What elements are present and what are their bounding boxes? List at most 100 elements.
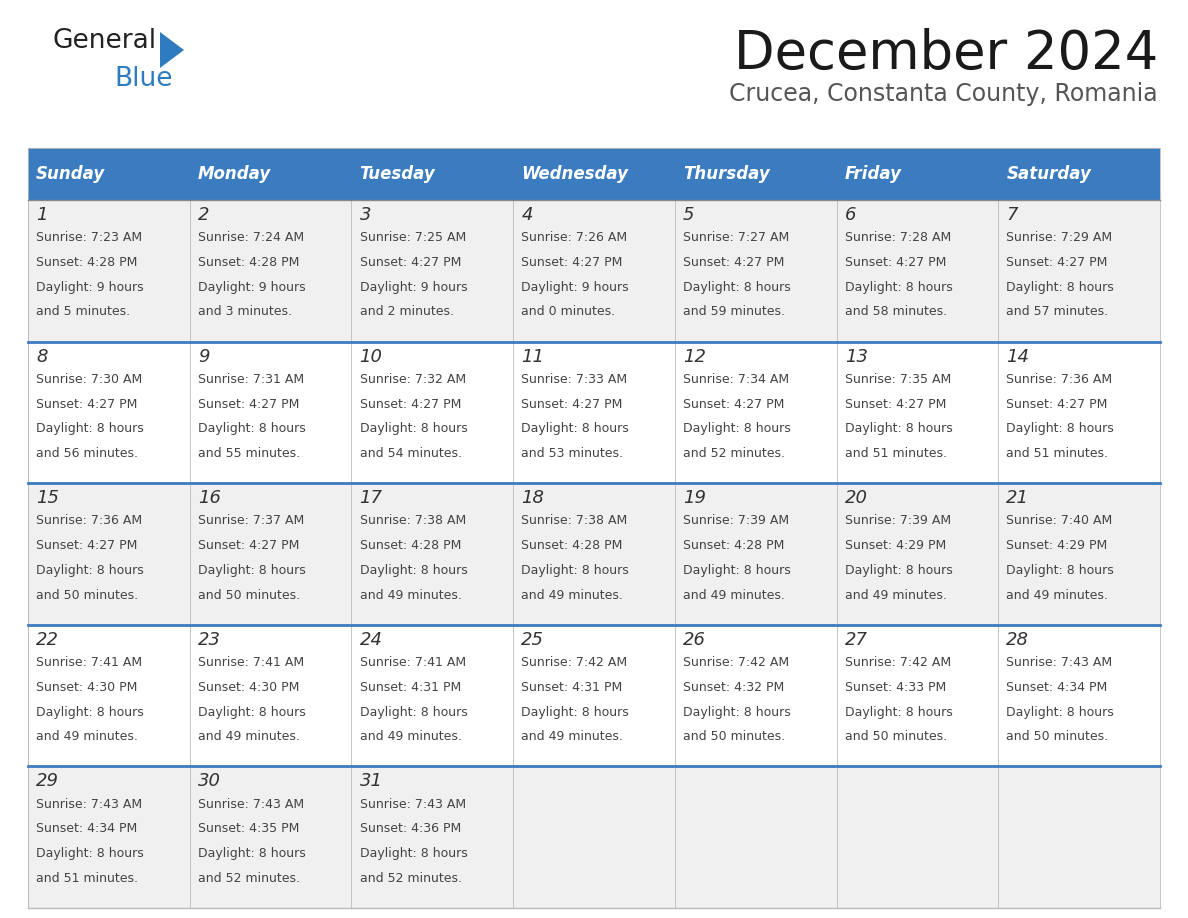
Text: and 51 minutes.: and 51 minutes.: [845, 447, 947, 460]
Text: 9: 9: [197, 348, 209, 365]
Bar: [998, 148, 1159, 200]
Bar: [513, 483, 675, 625]
Bar: [675, 200, 836, 341]
Bar: [513, 200, 675, 341]
Bar: [352, 767, 513, 908]
Bar: [998, 767, 1159, 908]
Bar: [836, 625, 998, 767]
Text: Sunrise: 7:34 AM: Sunrise: 7:34 AM: [683, 373, 789, 386]
Text: and 59 minutes.: and 59 minutes.: [683, 306, 785, 319]
Bar: [29, 200, 190, 341]
Text: Sunrise: 7:40 AM: Sunrise: 7:40 AM: [1006, 514, 1113, 527]
Text: 17: 17: [360, 489, 383, 508]
Text: Sunrise: 7:41 AM: Sunrise: 7:41 AM: [360, 656, 466, 669]
Text: Sunset: 4:27 PM: Sunset: 4:27 PM: [197, 539, 299, 552]
Bar: [29, 148, 190, 200]
Text: Sunrise: 7:39 AM: Sunrise: 7:39 AM: [845, 514, 950, 527]
Text: 25: 25: [522, 631, 544, 649]
Text: Sunset: 4:27 PM: Sunset: 4:27 PM: [845, 256, 946, 269]
Text: Sunrise: 7:31 AM: Sunrise: 7:31 AM: [197, 373, 304, 386]
Text: and 2 minutes.: and 2 minutes.: [360, 306, 454, 319]
Text: Daylight: 8 hours: Daylight: 8 hours: [522, 706, 628, 719]
Bar: [836, 200, 998, 341]
Text: Sunset: 4:32 PM: Sunset: 4:32 PM: [683, 681, 784, 694]
Text: Sunset: 4:35 PM: Sunset: 4:35 PM: [197, 823, 299, 835]
Text: Sunrise: 7:23 AM: Sunrise: 7:23 AM: [36, 231, 143, 244]
Text: Sunset: 4:27 PM: Sunset: 4:27 PM: [1006, 256, 1107, 269]
Bar: [675, 625, 836, 767]
Polygon shape: [160, 32, 184, 68]
Text: and 50 minutes.: and 50 minutes.: [1006, 731, 1108, 744]
Text: Sunset: 4:28 PM: Sunset: 4:28 PM: [360, 539, 461, 552]
Text: Daylight: 8 hours: Daylight: 8 hours: [845, 564, 953, 577]
Text: 11: 11: [522, 348, 544, 365]
Text: Sunset: 4:28 PM: Sunset: 4:28 PM: [197, 256, 299, 269]
Bar: [352, 200, 513, 341]
Text: Daylight: 8 hours: Daylight: 8 hours: [845, 422, 953, 435]
Text: Daylight: 8 hours: Daylight: 8 hours: [360, 422, 467, 435]
Text: and 49 minutes.: and 49 minutes.: [845, 588, 947, 601]
Text: Daylight: 8 hours: Daylight: 8 hours: [197, 847, 305, 860]
Text: 26: 26: [683, 631, 706, 649]
Text: Sunset: 4:27 PM: Sunset: 4:27 PM: [845, 397, 946, 410]
Bar: [352, 625, 513, 767]
Text: Sunrise: 7:43 AM: Sunrise: 7:43 AM: [1006, 656, 1112, 669]
Text: 30: 30: [197, 772, 221, 790]
Text: Sunset: 4:34 PM: Sunset: 4:34 PM: [36, 823, 138, 835]
Text: Sunset: 4:27 PM: Sunset: 4:27 PM: [683, 397, 784, 410]
Text: Sunrise: 7:26 AM: Sunrise: 7:26 AM: [522, 231, 627, 244]
Text: 20: 20: [845, 489, 867, 508]
Bar: [190, 200, 352, 341]
Text: Daylight: 8 hours: Daylight: 8 hours: [360, 564, 467, 577]
Text: Daylight: 8 hours: Daylight: 8 hours: [845, 281, 953, 294]
Text: and 50 minutes.: and 50 minutes.: [197, 588, 299, 601]
Text: Sunset: 4:28 PM: Sunset: 4:28 PM: [522, 539, 623, 552]
Text: Sunset: 4:27 PM: Sunset: 4:27 PM: [360, 256, 461, 269]
Text: and 56 minutes.: and 56 minutes.: [36, 447, 138, 460]
Text: Daylight: 8 hours: Daylight: 8 hours: [360, 847, 467, 860]
Bar: [675, 148, 836, 200]
Text: Sunset: 4:31 PM: Sunset: 4:31 PM: [360, 681, 461, 694]
Text: Sunrise: 7:36 AM: Sunrise: 7:36 AM: [1006, 373, 1112, 386]
Bar: [998, 341, 1159, 483]
Text: Sunrise: 7:37 AM: Sunrise: 7:37 AM: [197, 514, 304, 527]
Text: Sunset: 4:29 PM: Sunset: 4:29 PM: [1006, 539, 1107, 552]
Text: and 49 minutes.: and 49 minutes.: [522, 588, 623, 601]
Text: 12: 12: [683, 348, 706, 365]
Text: Sunset: 4:33 PM: Sunset: 4:33 PM: [845, 681, 946, 694]
Text: Sunset: 4:34 PM: Sunset: 4:34 PM: [1006, 681, 1107, 694]
Text: 16: 16: [197, 489, 221, 508]
Text: Sunrise: 7:27 AM: Sunrise: 7:27 AM: [683, 231, 789, 244]
Text: Daylight: 8 hours: Daylight: 8 hours: [197, 564, 305, 577]
Bar: [513, 767, 675, 908]
Text: 10: 10: [360, 348, 383, 365]
Bar: [836, 767, 998, 908]
Text: Daylight: 8 hours: Daylight: 8 hours: [1006, 281, 1114, 294]
Text: and 55 minutes.: and 55 minutes.: [197, 447, 299, 460]
Bar: [190, 625, 352, 767]
Text: Sunrise: 7:38 AM: Sunrise: 7:38 AM: [360, 514, 466, 527]
Bar: [675, 483, 836, 625]
Bar: [513, 148, 675, 200]
Text: 4: 4: [522, 206, 532, 224]
Text: Daylight: 8 hours: Daylight: 8 hours: [1006, 422, 1114, 435]
Text: 18: 18: [522, 489, 544, 508]
Text: Sunset: 4:27 PM: Sunset: 4:27 PM: [522, 256, 623, 269]
Bar: [836, 148, 998, 200]
Text: Sunset: 4:28 PM: Sunset: 4:28 PM: [36, 256, 138, 269]
Bar: [29, 341, 190, 483]
Bar: [998, 483, 1159, 625]
Text: Daylight: 8 hours: Daylight: 8 hours: [683, 706, 791, 719]
Text: Sunrise: 7:43 AM: Sunrise: 7:43 AM: [197, 798, 304, 811]
Text: and 0 minutes.: and 0 minutes.: [522, 306, 615, 319]
Text: and 53 minutes.: and 53 minutes.: [522, 447, 624, 460]
Text: Sunrise: 7:38 AM: Sunrise: 7:38 AM: [522, 514, 627, 527]
Bar: [29, 767, 190, 908]
Text: Tuesday: Tuesday: [360, 165, 435, 183]
Text: Daylight: 9 hours: Daylight: 9 hours: [360, 281, 467, 294]
Text: Daylight: 8 hours: Daylight: 8 hours: [36, 422, 144, 435]
Text: Daylight: 8 hours: Daylight: 8 hours: [522, 564, 628, 577]
Text: Daylight: 8 hours: Daylight: 8 hours: [1006, 564, 1114, 577]
Text: Daylight: 8 hours: Daylight: 8 hours: [1006, 706, 1114, 719]
Text: and 3 minutes.: and 3 minutes.: [197, 306, 292, 319]
